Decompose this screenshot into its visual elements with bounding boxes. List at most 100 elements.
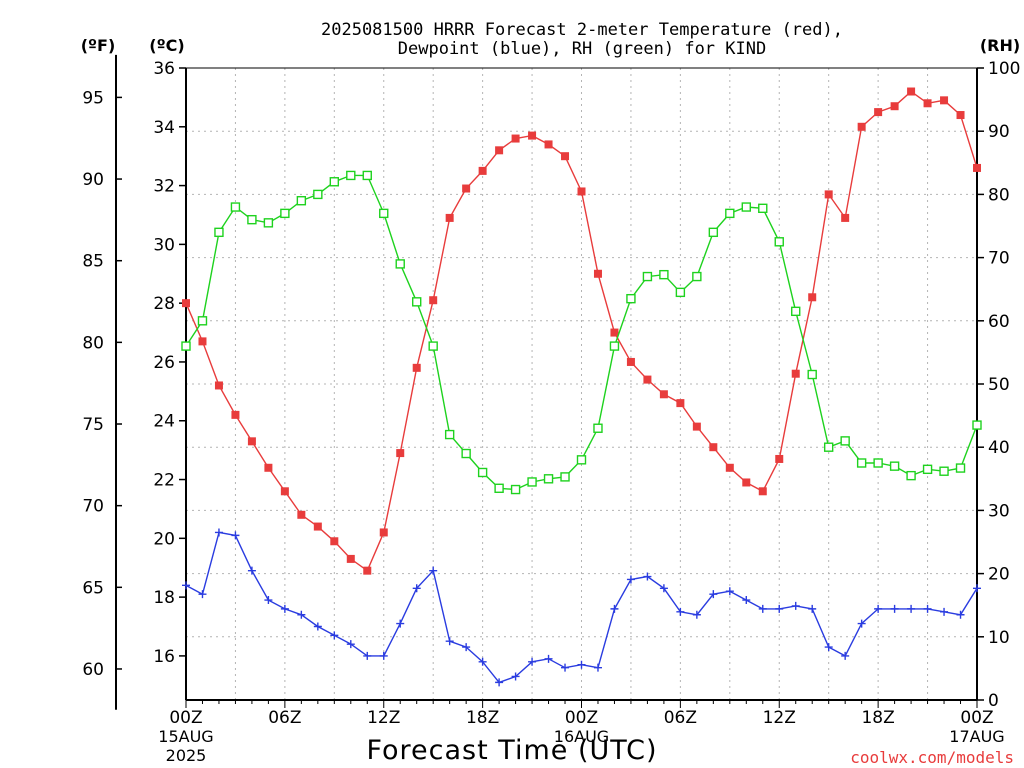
rh-data-point: [379, 208, 389, 219]
dewpoint-data-point: [313, 622, 322, 631]
dewpoint-data-point: [544, 654, 553, 663]
dewpoint-data-point: [725, 587, 734, 596]
chart-title: 2025081500 HRRR Forecast 2-meter Tempera…: [321, 20, 843, 59]
temperature-data-point: [313, 522, 322, 531]
temperature-data-point: [841, 213, 850, 222]
temperature-data-point: [676, 399, 685, 408]
celsius-unit-label: (ºC): [149, 36, 184, 55]
rh-data-point: [955, 463, 966, 473]
rh-data-point: [346, 170, 356, 181]
temperature-data-point: [379, 528, 388, 537]
temperature-data-point: [297, 510, 306, 519]
dewpoint-data-point: [808, 604, 817, 613]
dewpoint-data-point: [478, 657, 487, 666]
series-lines: [181, 87, 982, 687]
rh-tick-label: 0: [988, 691, 999, 711]
fahrenheit-tick-label: 80: [82, 333, 104, 353]
dewpoint-data-point: [643, 572, 652, 581]
rh-tick-label: 20: [988, 565, 1010, 585]
dewpoint-data-point: [182, 581, 190, 590]
dewpoint-data-point: [330, 631, 339, 640]
rh-unit-label: (RH): [980, 36, 1020, 55]
dewpoint-data-point: [412, 584, 421, 593]
dewpoint-data-point: [214, 528, 223, 537]
temperature-data-point: [742, 478, 751, 487]
rh-data-point: [626, 293, 636, 304]
grid: [186, 68, 977, 700]
celsius-tick-label: 26: [153, 353, 175, 373]
fahrenheit-tick-label: 95: [82, 88, 104, 108]
rh-data-point: [395, 259, 405, 269]
temperature-data-point: [445, 213, 454, 222]
fahrenheit-unit-label: (ºF): [81, 36, 116, 55]
rh-data-point: [444, 429, 455, 440]
dewpoint-data-point: [791, 601, 800, 610]
x-date-label: 2025: [166, 746, 207, 765]
dewpoint-data-point: [973, 584, 981, 593]
dewpoint-data-point: [923, 604, 932, 613]
temperature-data-point: [923, 99, 932, 108]
fahrenheit-tick-label: 90: [82, 170, 104, 190]
rh-data-point: [906, 470, 916, 481]
dewpoint-data-point: [593, 663, 602, 672]
rh-data-point: [329, 177, 340, 187]
temperature-data-point: [330, 537, 339, 546]
x-tick-label: 00Z: [960, 708, 993, 728]
temperature-data-point: [659, 390, 668, 399]
temperature-data-point: [478, 166, 487, 175]
rh-data-point: [692, 271, 702, 282]
dewpoint-data-point: [297, 610, 306, 619]
temperature-data-point: [610, 328, 619, 337]
rh-data-point: [972, 420, 982, 430]
rh-data-point: [560, 472, 570, 482]
rh-data-point: [576, 455, 587, 465]
dewpoint-data-point: [676, 607, 685, 616]
rh-data-point: [642, 271, 653, 282]
temperature-data-point: [808, 293, 817, 302]
dewpoint-data-point: [363, 651, 372, 660]
rh-data-point: [675, 287, 686, 298]
rh-data-point: [758, 203, 768, 214]
rh-data-point: [593, 423, 603, 433]
temperature-data-point: [857, 122, 866, 131]
rh-data-point: [856, 458, 867, 468]
rh-tick-label: 60: [988, 312, 1010, 332]
x-tick-label: 18Z: [861, 708, 894, 728]
temperature-data-point: [907, 87, 916, 96]
x-tick-label: 00Z: [565, 708, 598, 728]
dewpoint-data-point: [561, 663, 570, 672]
dewpoint-data-point: [824, 643, 833, 652]
temperature-data-point: [561, 152, 570, 161]
temperature-data-point: [231, 410, 240, 419]
title-line-1: 2025081500 HRRR Forecast 2-meter Tempera…: [321, 20, 843, 40]
temperature-data-point: [874, 108, 883, 117]
rh-data-point: [807, 369, 817, 380]
dewpoint-data-point: [626, 575, 635, 584]
rh-data-point: [428, 341, 438, 351]
fahrenheit-tick-label: 85: [82, 252, 104, 272]
rh-data-point: [197, 316, 208, 326]
rh-data-point: [527, 477, 537, 487]
rh-data-point: [889, 461, 900, 471]
temperature-data-point: [824, 190, 833, 199]
rh-data-point: [741, 202, 751, 212]
dewpoint-data-point: [445, 637, 454, 646]
temperature-data-point: [593, 269, 602, 278]
dewpoint-data-point: [462, 643, 471, 652]
temperature-data-point: [758, 487, 767, 496]
temperature-data-point: [511, 134, 520, 143]
temperature-data-point: [775, 454, 784, 463]
celsius-tick-label: 22: [153, 471, 175, 491]
rh-tick-label: 80: [988, 185, 1010, 205]
dewpoint-data-point: [758, 604, 767, 613]
rh-tick-label: 10: [988, 628, 1010, 648]
rh-data-point: [181, 341, 191, 351]
temperature-data-point: [956, 111, 965, 120]
temperature-data-point: [280, 487, 289, 496]
temperature-data-point: [264, 463, 273, 472]
celsius-tick-label: 16: [153, 647, 175, 667]
fahrenheit-tick-label: 75: [82, 415, 104, 435]
temperature-data-point: [709, 443, 718, 452]
temperature-data-point: [528, 131, 537, 140]
dewpoint-data-point: [890, 604, 899, 613]
